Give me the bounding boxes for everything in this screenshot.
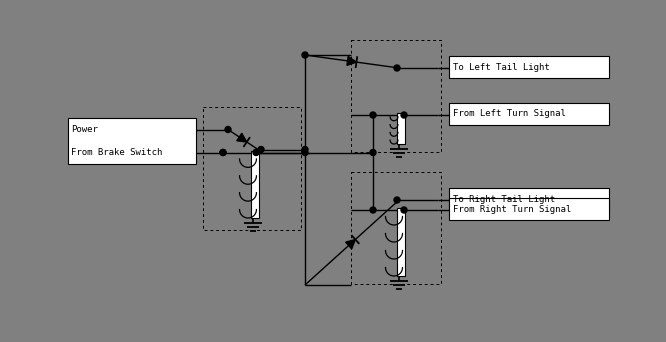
Text: Power: Power — [71, 125, 98, 134]
Bar — [351, 172, 441, 284]
Circle shape — [302, 146, 308, 153]
Circle shape — [370, 149, 376, 156]
Circle shape — [302, 149, 308, 156]
Circle shape — [394, 65, 400, 71]
Circle shape — [225, 127, 231, 132]
Text: From Left Turn Signal: From Left Turn Signal — [453, 109, 566, 118]
Text: To Right Tail Light: To Right Tail Light — [453, 195, 555, 203]
Circle shape — [370, 207, 376, 213]
Circle shape — [394, 197, 400, 203]
Bar — [351, 40, 441, 152]
Bar — [449, 188, 609, 210]
Bar — [397, 208, 405, 276]
Text: From Brake Switch: From Brake Switch — [71, 148, 163, 157]
Text: To Left Tail Light: To Left Tail Light — [453, 63, 549, 71]
Bar — [203, 107, 301, 230]
Polygon shape — [236, 133, 246, 142]
Circle shape — [401, 207, 407, 213]
Bar — [449, 198, 609, 220]
Bar — [449, 56, 609, 78]
Bar — [449, 103, 609, 125]
Bar — [251, 150, 259, 218]
Polygon shape — [346, 239, 356, 249]
Text: From Right Turn Signal: From Right Turn Signal — [453, 205, 571, 213]
Circle shape — [220, 149, 226, 156]
Polygon shape — [347, 56, 356, 65]
Circle shape — [258, 146, 264, 153]
Circle shape — [302, 52, 308, 58]
Bar — [397, 113, 405, 144]
Circle shape — [370, 112, 376, 118]
Bar — [68, 118, 196, 164]
Circle shape — [220, 149, 226, 156]
Circle shape — [401, 112, 407, 118]
Circle shape — [253, 149, 259, 156]
